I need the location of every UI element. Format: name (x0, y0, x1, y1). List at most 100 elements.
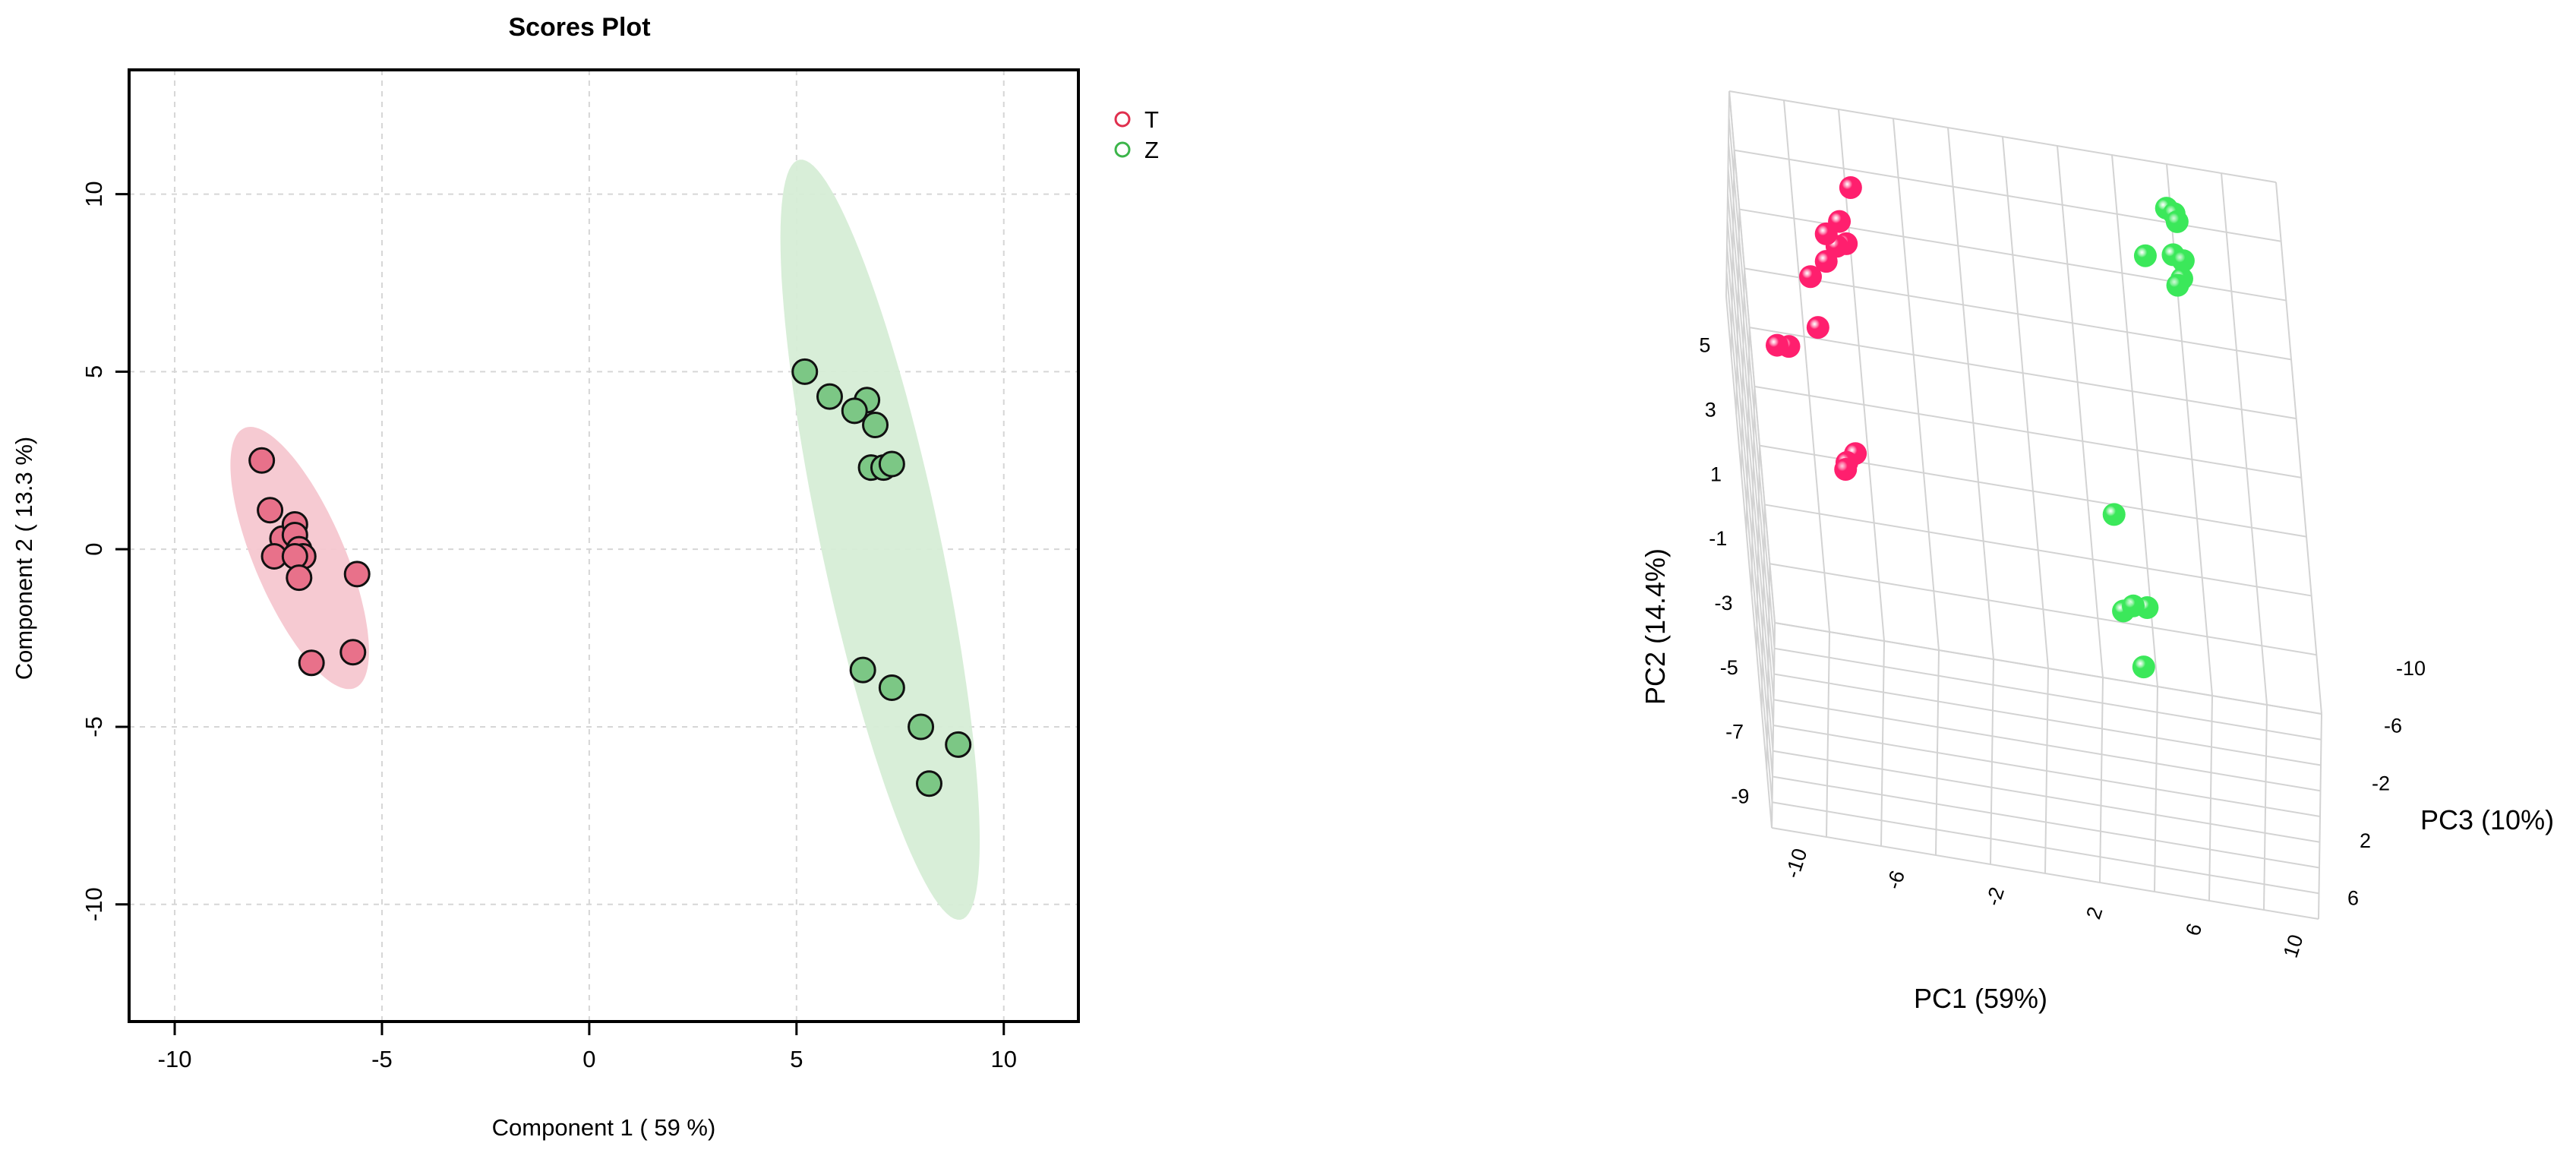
legend-label-Z: Z (1144, 137, 1159, 163)
scores-plot-title: Scores Plot (508, 13, 650, 42)
pc1-tick-label: -6 (1882, 867, 1909, 892)
y-tick-label: 5 (80, 365, 107, 378)
pc3-tick-label: 6 (2347, 887, 2359, 910)
scores-plot-axes: -10 -5 0 5 10 -10 -5 0 5 10 (80, 181, 1017, 1072)
confidence-ellipses (230, 159, 980, 920)
back-wall-gridline (2221, 172, 2268, 706)
score-point-Z (878, 674, 905, 702)
pc2-tick-label: -5 (1720, 656, 1738, 679)
floor-gridline (1773, 750, 2320, 843)
floor-gridline (1773, 725, 2321, 817)
pc1-tick-label: 2 (2082, 904, 2107, 922)
left-wall-gridline (1725, 270, 1773, 803)
score-point-Z (816, 383, 843, 410)
x-tick-label: -10 (158, 1046, 192, 1072)
score-point-T (248, 447, 276, 474)
legend-marker-Z (1114, 141, 1131, 158)
legend-marker-T (1114, 111, 1131, 128)
pc2-tick-label: -9 (1731, 785, 1749, 808)
score-point-Z (862, 412, 889, 439)
scores-plot-frame (128, 68, 1080, 1023)
left-wall-gridline (1726, 219, 1774, 751)
pca-3d-point-T (1799, 265, 1823, 289)
score-point-Z (908, 713, 935, 741)
back-wall-gridline (1783, 99, 1830, 633)
pca-3d-point-Z (2133, 244, 2157, 267)
pc2-tick-label: -1 (1709, 527, 1727, 550)
y-tick-label: -10 (80, 887, 107, 921)
pc2-tick-label: -7 (1725, 721, 1744, 744)
pca-3d-pc2-label: PC2 (14.4%) (1640, 548, 1671, 705)
left-wall-gridline (1725, 295, 1773, 829)
pca-3d-grid-box (1725, 90, 2322, 920)
pc1-tick-label: -2 (1981, 884, 2009, 908)
y-tick-label: 0 (80, 543, 107, 556)
floor-gridline (1772, 801, 2319, 895)
score-point-Z (791, 358, 819, 385)
left-wall-gridline (1727, 168, 1775, 700)
back-wall-gridline (1728, 90, 1776, 624)
score-point-T (257, 497, 284, 524)
back-wall-gridline (2275, 182, 2322, 715)
pca-3d-point-T (1834, 458, 1858, 482)
pc1-tick-label: 6 (2181, 921, 2206, 939)
scores-plot-legend: TZ (1114, 106, 1159, 163)
pca-3d-point-Z (2166, 273, 2189, 297)
scores-plot-points (248, 358, 972, 797)
pca-3d-point-T (1839, 175, 1862, 199)
pca-3d-panel: 5 3 1 -1 -3 -5 -7 -9 -10 -6 -2 2 6 10 -10 -6 -2 2 6 PC1 (5… (1640, 90, 2554, 1014)
pca-3d-point-T (1814, 222, 1838, 245)
y-tick-label: 10 (80, 181, 107, 207)
pca-3d-pc1-label: PC1 (59%) (1914, 983, 2047, 1014)
pca-3d-point-Z (2165, 210, 2189, 233)
score-point-T (286, 564, 313, 592)
pc1-tick-label: -10 (1781, 845, 1812, 880)
pca-3d-pc3-label: PC3 (10%) (2420, 804, 2554, 835)
score-point-Z (945, 731, 972, 758)
left-wall-gridline (1728, 116, 1776, 649)
score-point-T (281, 543, 308, 570)
score-point-T (339, 639, 367, 666)
left-wall-gridline (1727, 193, 1774, 726)
left-wall-gridline (1726, 245, 1773, 777)
back-wall-gridline (1893, 118, 1940, 651)
floor-gridline (1774, 647, 2322, 741)
pc2-tick-label: 1 (1710, 463, 1722, 485)
pca-3d-point-Z (2122, 594, 2145, 617)
pca-3d-point-Z (2102, 503, 2126, 526)
x-tick-label: 10 (991, 1046, 1017, 1072)
back-wall-gridline (1947, 127, 1994, 660)
scores-plot-ylabel: Component 2 ( 13.3 %) (11, 437, 37, 681)
pca-3d-point-Z (2171, 249, 2195, 273)
floor-gridline (1771, 827, 2319, 920)
x-tick-label: -5 (371, 1046, 393, 1072)
legend-label-T: T (1144, 106, 1159, 133)
pca-3d-point-T (1806, 316, 1829, 339)
x-tick-label: 0 (582, 1046, 595, 1072)
scores-plot-panel: Scores Plot -10 -5 0 5 10 -10 -5 0 5 10 Component… (11, 13, 1159, 1141)
score-point-Z (878, 450, 905, 478)
pc3-tick-label: -2 (2372, 772, 2390, 794)
left-wall-gridline (1728, 142, 1775, 674)
pc2-tick-label: 3 (1705, 398, 1716, 421)
floor-gridline (1772, 775, 2320, 869)
pca-3d-point-Z (2132, 655, 2155, 679)
x-tick-label: 5 (790, 1046, 803, 1072)
pc3-tick-label: 2 (2360, 829, 2371, 852)
score-point-Z (849, 656, 876, 684)
pca-3d-point-T (1765, 333, 1788, 357)
floor-gridline (1773, 673, 2322, 766)
back-wall-gridline (2057, 145, 2104, 678)
floor-gridline (1773, 699, 2321, 792)
pc2-tick-label: -3 (1715, 592, 1733, 614)
pca-3d-points (1765, 175, 2195, 679)
score-point-T (298, 649, 325, 677)
pca-3d-point-T (1814, 250, 1838, 273)
scores-plot-xlabel: Component 1 ( 59 %) (492, 1114, 716, 1141)
y-tick-label: -5 (80, 716, 107, 737)
pc3-tick-label: -6 (2384, 715, 2402, 737)
pc2-tick-label: 5 (1699, 334, 1710, 357)
pc3-tick-label: -10 (2396, 657, 2426, 680)
score-point-T (343, 561, 371, 588)
